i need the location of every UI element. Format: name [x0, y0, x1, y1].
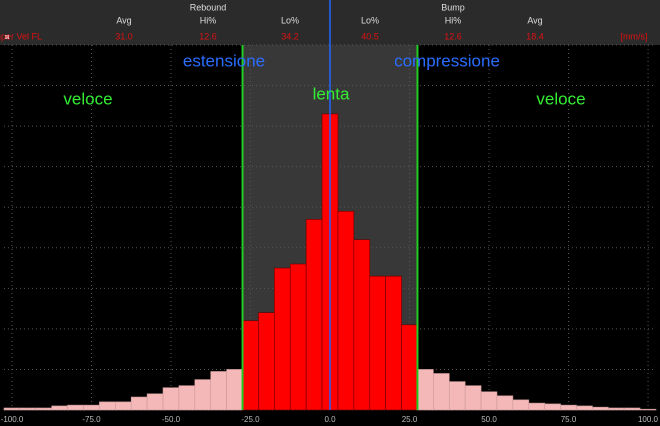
bar — [448, 381, 466, 411]
bar — [226, 369, 243, 411]
column-header: Avg — [527, 15, 542, 25]
bar — [83, 404, 100, 411]
x-tick-label: -25.0 — [241, 415, 260, 424]
x-tick-label: 25.0 — [402, 415, 418, 424]
stat-value: 12.6 — [444, 31, 462, 41]
annotation: veloce — [63, 89, 112, 108]
bar — [592, 406, 609, 411]
bar — [512, 399, 530, 411]
bar — [178, 385, 196, 411]
bar — [210, 371, 227, 411]
bar — [639, 408, 657, 411]
bar — [369, 275, 386, 411]
x-tick-label: 50.0 — [481, 415, 497, 424]
bar — [544, 403, 561, 411]
bar — [162, 387, 180, 411]
x-tick-label: 100.0 — [638, 415, 659, 424]
column-header: Hi% — [200, 15, 217, 25]
stat-value: 40.5 — [361, 31, 379, 41]
bar — [146, 393, 164, 411]
bar — [67, 404, 84, 411]
x-tick-label: -75.0 — [82, 415, 101, 424]
bar — [3, 407, 21, 411]
x-tick-label: 0.0 — [324, 415, 336, 424]
bar — [289, 263, 307, 411]
x-tick-label: 75.0 — [561, 415, 577, 424]
bar — [496, 395, 514, 411]
bar — [274, 267, 291, 411]
bar — [19, 407, 37, 411]
stat-value: 12.6 — [199, 31, 217, 41]
bar — [560, 404, 577, 411]
bar — [194, 379, 212, 411]
annotation: compressione — [394, 51, 500, 70]
bar — [401, 324, 418, 411]
bar — [607, 407, 625, 411]
bar — [35, 407, 53, 411]
x-tick-label: -50.0 — [162, 415, 181, 424]
unit: [mm/s] — [621, 31, 648, 41]
bar — [337, 210, 355, 411]
bar — [242, 320, 259, 411]
annotation: estensione — [183, 51, 265, 70]
group-label: Bump — [441, 2, 465, 12]
bar — [130, 396, 148, 411]
bar — [433, 373, 450, 411]
column-header: Lo% — [361, 15, 379, 25]
group-label: Rebound — [190, 2, 227, 12]
annotation: veloce — [536, 89, 585, 108]
column-header: Avg — [116, 15, 131, 25]
stat-value: 18.4 — [526, 31, 544, 41]
x-tick-label: -100.0 — [1, 415, 24, 424]
bar — [353, 239, 371, 411]
legend-marker — [5, 35, 9, 39]
column-header: Lo% — [281, 15, 299, 25]
bar — [528, 402, 545, 411]
bar — [576, 405, 593, 411]
channel-name: Damper Vel FL — [0, 31, 42, 41]
bar — [305, 219, 323, 411]
bar — [417, 369, 434, 411]
bar — [623, 407, 641, 411]
bar — [99, 401, 116, 411]
bar — [480, 391, 498, 411]
bar — [385, 275, 402, 411]
annotation: lenta — [313, 84, 350, 103]
bar — [258, 312, 275, 411]
bar — [51, 405, 68, 411]
bar — [115, 401, 132, 411]
stat-value: 31.0 — [115, 31, 133, 41]
column-header: Hi% — [445, 15, 462, 25]
bar — [464, 385, 482, 411]
stat-value: 34.2 — [281, 31, 299, 41]
